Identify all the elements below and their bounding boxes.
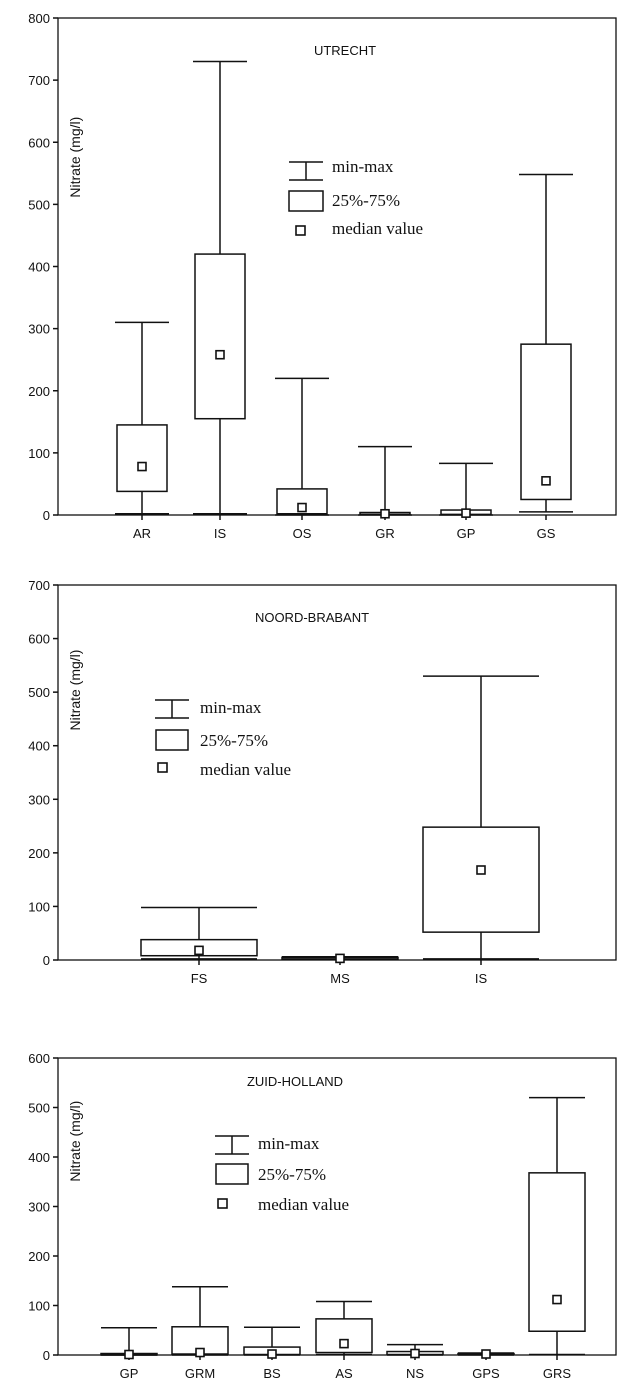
legend: min-max 25%-75% median value: [215, 1134, 349, 1214]
median-marker: [215, 349, 225, 360]
legend-minmax-label: min-max: [332, 157, 394, 176]
y-tick-label: 400: [28, 1150, 50, 1165]
legend-median-symbol: [217, 1198, 228, 1209]
y-tick-label: 300: [28, 322, 50, 337]
legend: min-max 25%-75% median value: [155, 698, 291, 779]
iqr-box: [194, 253, 246, 420]
iqr-box: [528, 1172, 586, 1332]
legend-median-symbol: [295, 225, 306, 236]
y-tick-label: 600: [28, 632, 50, 647]
y-tick-label: 600: [28, 135, 50, 150]
y-tick-label: 500: [28, 197, 50, 212]
median-marker: [339, 1338, 349, 1349]
x-tick-label: GP: [120, 1366, 139, 1378]
y-axis-title: Nitrate (mg/l): [67, 117, 83, 198]
x-tick-label: IS: [214, 526, 227, 541]
chart-panel-3: 0 100 200 300 400 500 600 Nitrate (mg/l) ZUID-HO…: [28, 1051, 617, 1378]
x-tick-label: IS: [475, 971, 488, 986]
median-marker: [410, 1348, 420, 1359]
x-tick-label: BS: [263, 1366, 281, 1378]
x-tick-label: MS: [330, 971, 350, 986]
median-marker: [194, 945, 204, 956]
median-marker: [124, 1349, 134, 1360]
y-tick-label: 200: [28, 846, 50, 861]
median-marker: [481, 1349, 491, 1359]
x-tick-label: GPS: [472, 1366, 500, 1378]
x-tick-label: AR: [133, 526, 151, 541]
y-tick-label: 100: [28, 446, 50, 461]
y-tick-label: 600: [28, 1051, 50, 1066]
median-marker: [476, 865, 486, 875]
chart-title: UTRECHT: [314, 43, 376, 58]
legend-minmax-label: min-max: [200, 698, 262, 717]
y-tick-label: 0: [43, 953, 50, 968]
legend-box-label: 25%-75%: [200, 731, 268, 750]
x-tick-label: OS: [293, 526, 312, 541]
legend: min-max 25%-75% median value: [288, 157, 423, 238]
x-tick-label: NS: [406, 1366, 424, 1378]
y-tick-label: 700: [28, 73, 50, 88]
legend-minmax-label: min-max: [258, 1134, 320, 1153]
x-tick-label: GS: [537, 526, 556, 541]
y-tick-label: 200: [28, 1249, 50, 1264]
y-axis-title: Nitrate (mg/l): [67, 650, 83, 731]
chart-panel-1: 0 100 200 300 400 500 600 700 800 Nitrate (mg/l) U…: [28, 11, 617, 541]
y-tick-label: 500: [28, 685, 50, 700]
chart-title: NOORD-BRABANT: [255, 610, 369, 625]
legend-box-symbol: [288, 190, 324, 212]
legend-box-label: 25%-75%: [258, 1165, 326, 1184]
median-marker: [335, 953, 345, 964]
legend-box-symbol: [215, 1163, 249, 1185]
x-tick-label: GRS: [543, 1366, 572, 1378]
legend-median-label: median value: [332, 219, 423, 238]
median-marker: [195, 1347, 205, 1358]
x-tick-label: GRM: [185, 1366, 215, 1378]
legend-median-label: median value: [258, 1195, 349, 1214]
median-marker: [267, 1349, 277, 1359]
chart-title: ZUID-HOLLAND: [247, 1074, 343, 1089]
legend-median-label: median value: [200, 760, 291, 779]
median-marker: [552, 1294, 562, 1305]
legend-box-symbol: [155, 729, 189, 751]
iqr-box: [422, 826, 540, 933]
y-tick-label: 400: [28, 739, 50, 754]
y-tick-label: 0: [43, 508, 50, 523]
x-tick-label: FS: [191, 971, 208, 986]
y-tick-label: 200: [28, 384, 50, 399]
y-tick-label: 800: [28, 11, 50, 26]
median-marker: [461, 508, 471, 518]
y-tick-label: 700: [28, 578, 50, 593]
x-tick-label: GR: [375, 526, 395, 541]
legend-box-label: 25%-75%: [332, 191, 400, 210]
x-tick-label: AS: [335, 1366, 353, 1378]
y-tick-label: 100: [28, 899, 50, 914]
y-tick-label: 500: [28, 1101, 50, 1116]
y-tick-label: 0: [43, 1348, 50, 1363]
chart-panel-2: 0 100 200 300 400 500 600 700 Nitrate (mg/l) NOOR…: [28, 578, 617, 986]
y-axis-title: Nitrate (mg/l): [67, 1101, 83, 1182]
legend-median-symbol: [157, 762, 168, 773]
median-marker: [380, 508, 390, 519]
median-marker: [137, 461, 147, 472]
iqr-box: [116, 424, 168, 493]
median-marker: [541, 476, 551, 486]
y-tick-label: 300: [28, 1200, 50, 1215]
x-tick-label: GP: [457, 526, 476, 541]
y-tick-label: 400: [28, 260, 50, 275]
y-tick-label: 300: [28, 792, 50, 807]
y-tick-label: 100: [28, 1299, 50, 1314]
median-marker: [297, 502, 307, 513]
iqr-box: [520, 343, 572, 501]
